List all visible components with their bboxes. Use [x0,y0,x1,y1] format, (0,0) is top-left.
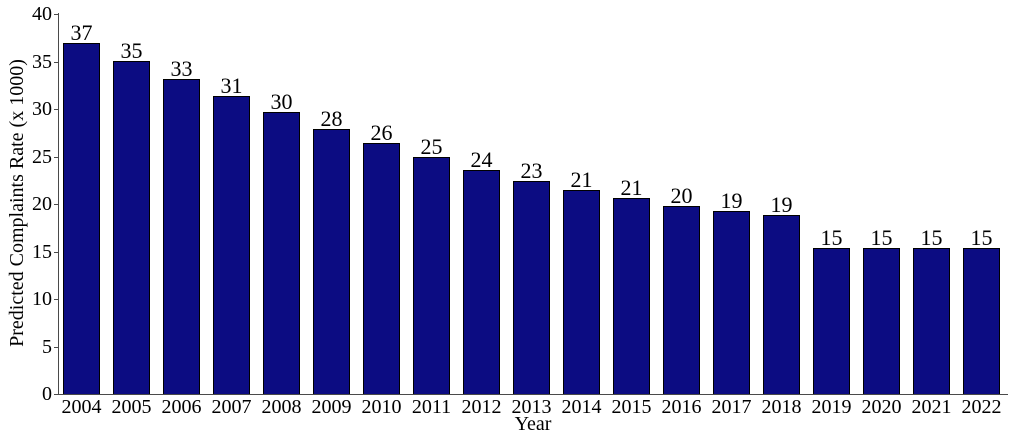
bar [613,198,650,394]
bar-value-label: 20 [670,183,693,208]
x-tick-label: 2019 [811,396,852,418]
x-tick-label: 2016 [661,396,702,418]
bar-value-label: 19 [770,192,793,217]
y-tick-mark [54,346,58,348]
y-tick-label: 40 [32,3,52,25]
bar [663,206,700,394]
y-tick-mark [54,61,58,63]
bar-value-label: 33 [170,56,193,81]
bar-value-label: 21 [570,167,593,192]
y-tick-mark [54,299,58,300]
x-tick-label: 2020 [861,396,902,418]
bar [563,190,600,394]
x-tick-label: 2005 [111,396,152,418]
bar [363,143,400,394]
y-tick-mark [54,14,58,15]
x-tick-label: 2007 [211,396,252,418]
bar [963,248,1000,394]
bar [163,79,200,394]
y-tick-label: 35 [32,50,52,73]
x-tick-label: 2010 [361,396,402,418]
bar-value-label: 15 [820,225,843,250]
bar-value-label: 15 [920,225,943,250]
x-axis-line [58,394,1008,395]
y-tick-label: 10 [32,288,52,310]
y-tick-mark [54,251,58,253]
x-tick-label: 2017 [711,396,752,418]
x-tick-label: 2022 [961,396,1002,418]
bar [263,112,300,394]
bar [463,170,500,394]
x-axis-title: Year [514,413,552,435]
bar-value-label: 15 [870,225,893,250]
y-tick-mark [54,156,58,158]
bar-value-label: 21 [620,175,643,200]
y-tick-label: 5 [42,335,52,358]
y-tick-mark [54,394,58,395]
bar [63,43,100,394]
bar [913,248,950,394]
y-tick-label: 20 [32,193,52,215]
y-tick-label: 15 [32,240,52,263]
bar-value-label: 19 [720,188,743,213]
x-tick-label: 2014 [561,396,602,418]
x-tick-label: 2004 [61,396,102,418]
bar [763,215,800,394]
bar [113,61,150,394]
bar-value-label: 24 [470,147,493,172]
x-tick-label: 2018 [761,396,802,418]
x-tick-label: 2021 [911,396,952,418]
bar [513,181,550,394]
bar-value-label: 26 [370,120,393,145]
bar-value-label: 37 [70,20,93,45]
bar-value-label: 15 [970,225,993,250]
y-tick-mark [54,204,58,205]
bar-value-label: 25 [420,134,443,159]
bar [413,157,450,394]
x-tick-label: 2015 [611,396,652,418]
y-tick-label: 30 [32,98,52,120]
y-tick-label: 0 [42,383,52,405]
bar-value-label: 23 [520,158,543,183]
y-tick-mark [54,109,58,110]
bar-value-label: 35 [120,38,143,63]
bar [713,211,750,394]
bar [313,129,350,394]
bar [813,248,850,394]
bar-value-label: 28 [320,106,343,131]
x-tick-label: 2009 [311,396,352,418]
x-tick-label: 2012 [461,396,502,418]
x-tick-label: 2013 [511,396,552,418]
x-tick-label: 2006 [161,396,202,418]
y-tick-label: 25 [32,145,52,168]
bar-value-label: 31 [220,73,243,98]
x-tick-label: 2011 [411,396,452,418]
bar [863,248,900,394]
y-axis-line [58,13,59,395]
bar-value-label: 30 [270,89,293,114]
x-tick-label: 2008 [261,396,302,418]
bar [213,96,250,394]
